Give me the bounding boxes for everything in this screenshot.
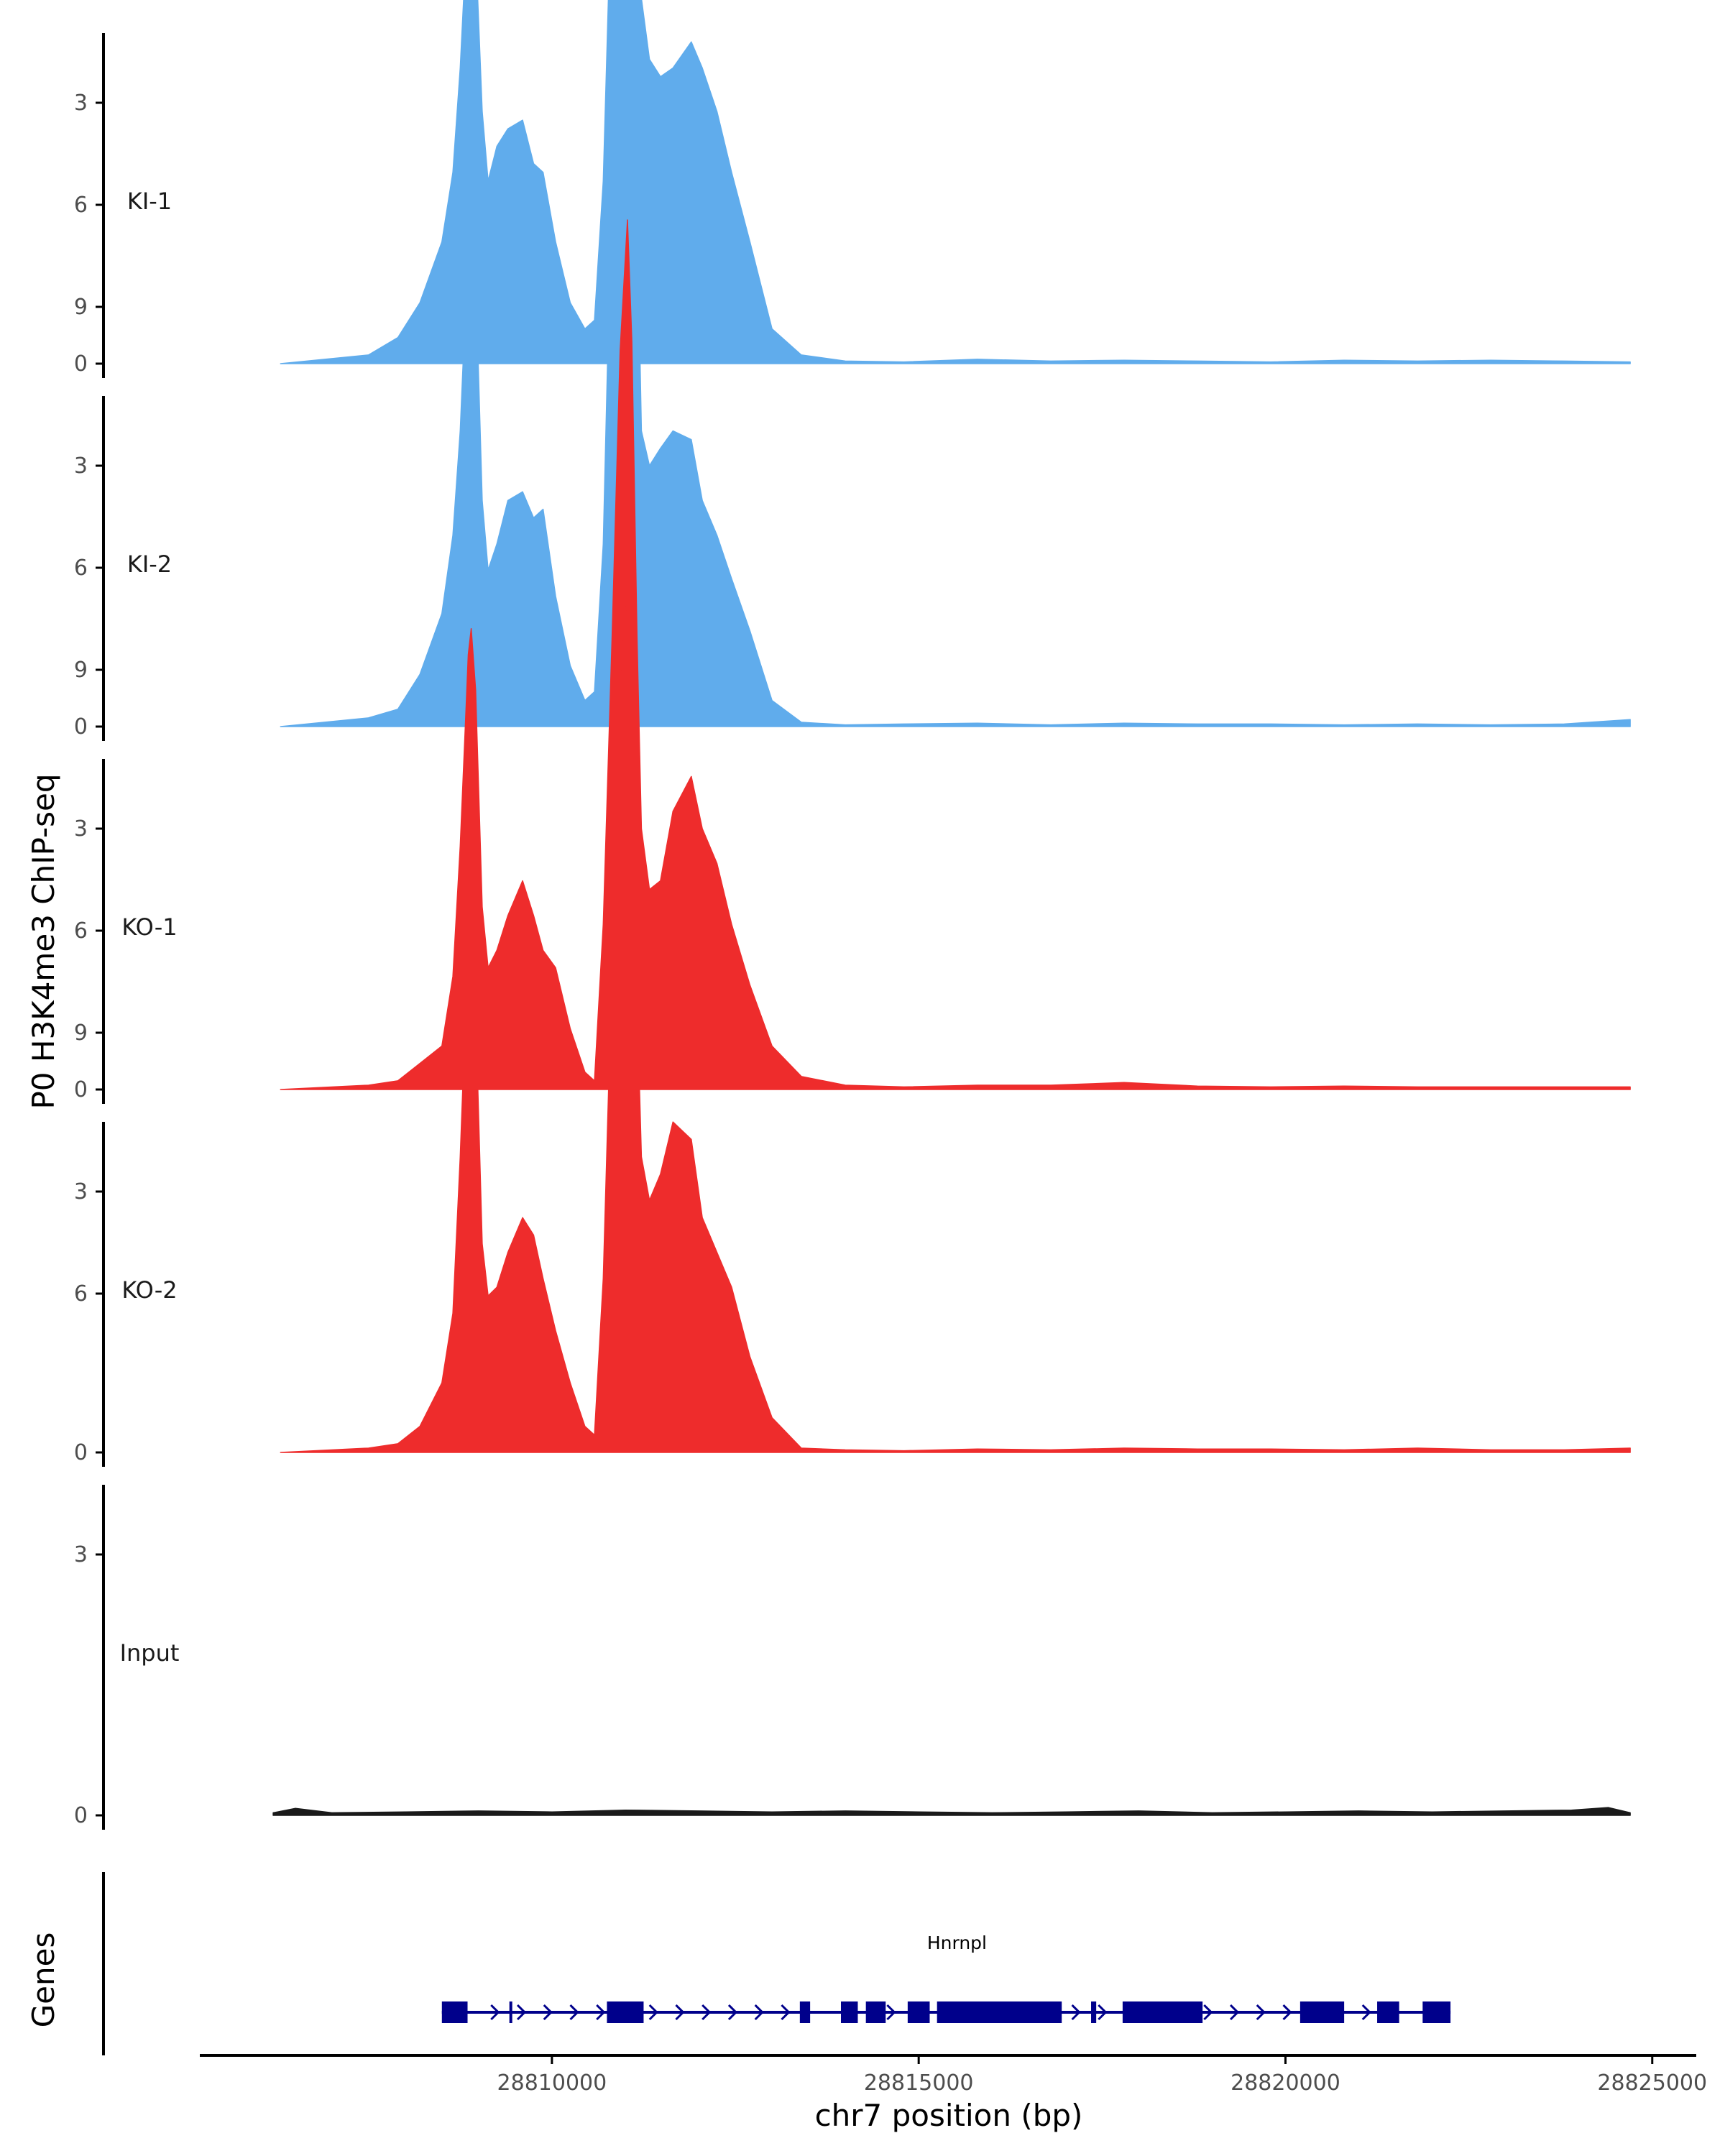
gene-exon [840,2001,858,2023]
gene-exon [607,2001,644,2023]
x-tick-label: 28810000 [497,2070,607,2096]
y-tick-label: 6 [74,193,88,218]
strand-arrow [490,2004,500,2021]
gene-exon [441,2001,468,2023]
signal-area [280,0,1631,364]
y-tick-label: 0 [74,1440,88,1465]
y-tick-label: 9 [74,1021,88,1046]
track-label: KO-2 [121,1276,177,1304]
strand-arrow [569,2004,579,2021]
gene-exon [907,2001,930,2023]
strand-arrow [1361,2004,1371,2021]
y-tick-label: 0 [74,351,88,377]
strand-arrow [596,2004,606,2021]
track-panel: 0 3 6 9 KO-1 [74,219,1631,1104]
gene-exon [1377,2001,1399,2023]
track-label: Input [120,1639,180,1667]
gene-exon [937,2001,1062,2023]
x-tick-label: 28815000 [864,2070,974,2096]
gene-exon [1091,2001,1097,2023]
gene-name-label: Hnrnpl [927,1932,987,1953]
y-tick-label: 9 [74,658,88,683]
strand-arrow [754,2004,764,2021]
strand-arrow [1203,2004,1213,2021]
track-panel: 0 3 6 9 KI-2 [74,0,1631,741]
x-axis: 28810000 28815000 28820000 28825000 [200,2054,1707,2096]
x-tick-label: 28825000 [1597,2070,1707,2096]
track-label: KO-1 [121,913,177,941]
genes-axis-title: Genes [26,1932,61,2028]
strand-arrow [648,2004,658,2021]
y-tick-label: 3 [74,91,88,116]
gene-exon [1300,2001,1345,2023]
gene-exon [1122,2001,1203,2023]
gene-exon [865,2001,886,2023]
signal-area [272,1807,1631,1816]
track-panel: 0 3 6 9 KI-1 [74,0,1631,378]
signal-area [280,591,1631,1453]
y-axis-title: P0 H3K4me3 ChIP-seq [26,773,61,1109]
y-tick-label: 0 [74,1803,88,1828]
y-tick-label: 3 [74,1179,88,1204]
track-label: KI-1 [127,188,172,215]
strand-arrow [1229,2004,1240,2021]
strand-arrow [781,2004,791,2021]
strand-arrow [516,2004,527,2021]
y-tick-label: 6 [74,918,88,944]
strand-arrow [702,2004,712,2021]
y-tick-label: 9 [74,295,88,320]
gene-exon [799,2001,811,2023]
chip-seq-tracks: 0369KI-10369KI-20369KO-10369KO-20369Inpu… [74,0,1631,1830]
track-panel: 0 3 6 9 KO-2 [74,591,1631,1467]
x-axis-title: chr7 position (bp) [815,2098,1083,2133]
strand-arrow [675,2004,685,2021]
y-tick-label: 0 [74,1077,88,1102]
y-tick-label: 6 [74,1281,88,1307]
y-tick-label: 3 [74,1542,88,1567]
y-tick-label: 3 [74,453,88,479]
strand-arrow [886,2004,896,2021]
y-tick-label: 6 [74,556,88,581]
strand-arrow [1256,2004,1266,2021]
strand-arrow [1282,2004,1292,2021]
x-tick-label: 28820000 [1230,2070,1340,2096]
y-tick-label: 3 [74,816,88,842]
track-panel: 0 3 6 9 Input [74,1021,1631,1830]
strand-arrow [1098,2004,1108,2021]
genes-track: Hnrnpl [102,1872,1451,2055]
strand-arrow [1071,2004,1081,2021]
gene-exon [1422,2001,1451,2023]
strand-arrow [727,2004,738,2021]
gene-exon [509,2001,512,2023]
y-tick-label: 0 [74,714,88,740]
strand-arrow [543,2004,553,2021]
track-label: KI-2 [127,550,172,578]
